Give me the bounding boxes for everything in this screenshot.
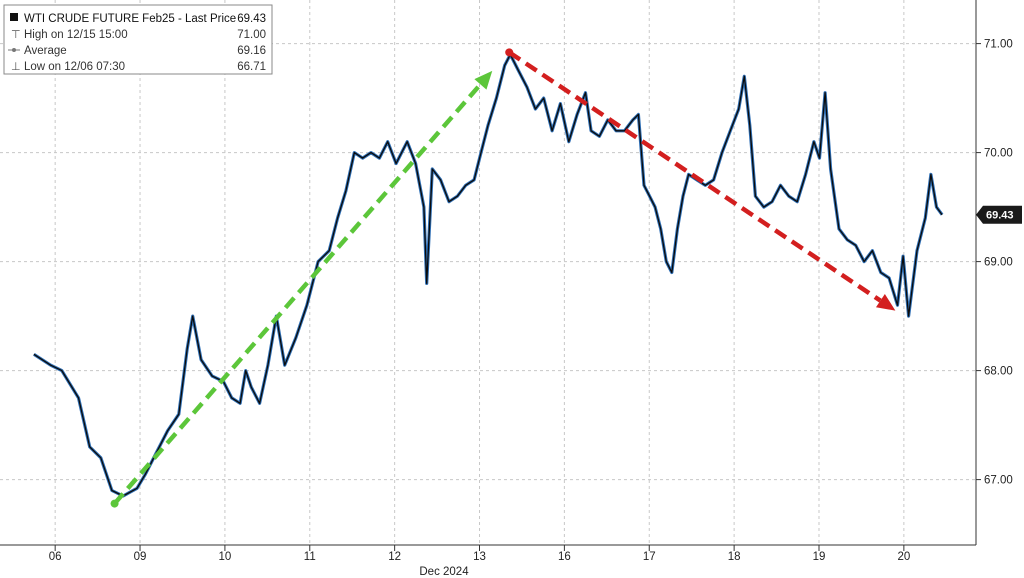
low-marker-icon: ⊥	[11, 61, 21, 73]
legend-last-value: 69.43	[237, 13, 266, 25]
x-tick-label: 12	[388, 551, 401, 563]
y-tick-label: 68.00	[984, 366, 1013, 378]
legend-row-value: 66.71	[237, 61, 266, 73]
average-dot	[12, 48, 16, 52]
annotation-layer	[110, 48, 896, 508]
legend-title: WTI CRUDE FUTURE Feb25 - Last Price	[24, 13, 236, 25]
legend-swatch	[10, 13, 18, 21]
last-price-tag-shape	[976, 205, 1022, 224]
legend-row-label: Low on 12/06 07:30	[24, 61, 125, 73]
legend-box	[3, 4, 273, 75]
grid-layer	[0, 0, 976, 545]
axis-layer: 67.00 68.00 69.00 70.00 71.00 06 09 10 11 12 13 16 1…	[0, 0, 1013, 563]
green-arrow-head-icon	[474, 70, 493, 90]
x-tick-label: 18	[728, 551, 741, 563]
green-arrow-start-dot	[110, 499, 119, 508]
legend-row-label: High on 12/15 15:00	[24, 29, 128, 41]
high-marker-icon: ⊤	[11, 29, 21, 41]
legend-row-average: Average 69.16	[8, 45, 266, 57]
last-price-tag: 69.43	[976, 205, 1022, 224]
price-line-shadow	[33, 52, 944, 498]
legend-row-value: 71.00	[237, 29, 266, 41]
legend-row-value: 69.16	[237, 45, 266, 57]
x-tick-label: 10	[219, 551, 232, 563]
y-tick-label: 71.00	[984, 39, 1013, 51]
x-tick-label: 13	[473, 551, 486, 563]
x-tick-label: 19	[813, 551, 826, 563]
green-trend-arrow-line	[112, 82, 483, 506]
red-arrow-start-dot	[505, 48, 514, 57]
legend-row-low: ⊥ Low on 12/06 07:30 66.71	[11, 61, 266, 73]
y-tick-label: 70.00	[984, 148, 1013, 160]
series-layer	[33, 52, 944, 498]
legend: WTI CRUDE FUTURE Feb25 - Last Price 69.4…	[3, 4, 273, 75]
y-tick-label: 67.00	[984, 475, 1013, 487]
red-trend-arrow-line	[507, 50, 882, 303]
x-tick-label: 06	[49, 551, 62, 563]
x-tick-label: 20	[897, 551, 910, 563]
x-tick-label: 17	[643, 551, 656, 563]
x-tick-label: 16	[558, 551, 571, 563]
x-axis-title: Dec 2024	[419, 566, 469, 578]
legend-row-high: ⊤ High on 12/15 15:00 71.00	[11, 29, 266, 41]
price-line	[33, 53, 943, 497]
x-tick-label: 09	[134, 551, 147, 563]
last-price-tag-text: 69.43	[986, 210, 1014, 222]
legend-row-label: Average	[24, 45, 67, 57]
red-arrow-head-icon	[875, 293, 896, 311]
y-tick-label: 69.00	[984, 257, 1013, 269]
x-tick-label: 11	[304, 551, 316, 563]
